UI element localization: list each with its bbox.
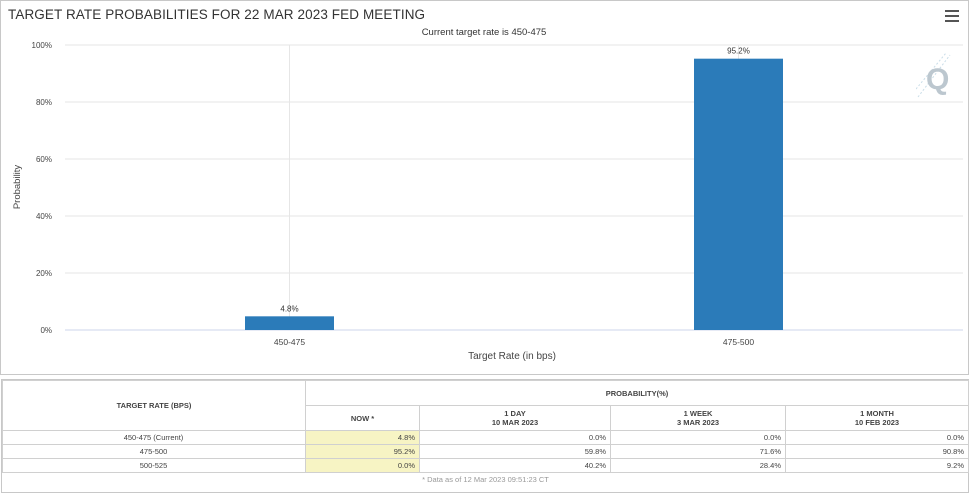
table-row: 475-500 95.2% 59.8% 71.6% 90.8% (2, 444, 969, 459)
period-label: 1 WEEK (683, 409, 713, 418)
chart-panel: TARGET RATE PROBABILITIES FOR 22 MAR 202… (0, 0, 969, 375)
period-date: 10 MAR 2023 (491, 418, 539, 427)
period-date: 10 FEB 2023 (854, 418, 900, 427)
y-tick-label: 100% (32, 41, 52, 50)
period-label: 1 DAY (504, 409, 526, 418)
target-rate-header: TARGET RATE (BPS) (2, 380, 306, 431)
svg-text:Q: Q (926, 63, 949, 96)
bar-data-label: 4.8% (280, 304, 298, 313)
cell-month: 90.8% (785, 444, 969, 459)
y-tick-label: 0% (40, 326, 52, 335)
cell-day: 59.8% (419, 444, 611, 459)
cell-day: 0.0% (419, 430, 611, 445)
table-row: 500-525 0.0% 40.2% 28.4% 9.2% (2, 458, 969, 473)
period-date: 3 MAR 2023 (676, 418, 720, 427)
x-tick-label: 450-475 (274, 337, 305, 347)
period-label: 1 MONTH (860, 409, 894, 418)
bar-chart: Current target rate is 450-475 0% 20% 40% 6… (12, 27, 963, 362)
probability-table-panel: TARGET RATE (BPS) PROBABILITY(%) NOW * 1 … (1, 379, 969, 493)
bar[interactable] (245, 316, 334, 330)
y-tick-label: 20% (36, 269, 52, 278)
cell-day: 40.2% (419, 458, 611, 473)
y-tick-label: 60% (36, 155, 52, 164)
period-header: 1 MONTH 10 FEB 2023 (785, 405, 969, 431)
cell-rate: 475-500 (2, 444, 306, 459)
period-header: 1 DAY 10 MAR 2023 (419, 405, 611, 431)
cell-now: 95.2% (305, 444, 420, 459)
cell-now: 4.8% (305, 430, 420, 445)
x-tick-label: 475-500 (723, 337, 754, 347)
bar-data-label: 95.2% (727, 47, 750, 56)
chart-title: TARGET RATE PROBABILITIES FOR 22 MAR 202… (8, 7, 426, 22)
cell-rate: 500-525 (2, 458, 306, 473)
probability-table: TARGET RATE (BPS) PROBABILITY(%) NOW * 1 … (2, 380, 969, 486)
y-tick-label: 80% (36, 98, 52, 107)
cell-week: 0.0% (610, 430, 786, 445)
x-axis-label: Target Rate (in bps) (468, 351, 556, 362)
bar[interactable] (694, 58, 783, 331)
hamburger-menu-icon[interactable] (945, 10, 959, 22)
cell-rate: 450-475 (Current) (2, 430, 306, 445)
cell-week: 71.6% (610, 444, 786, 459)
period-header: 1 WEEK 3 MAR 2023 (610, 405, 786, 431)
period-header: NOW * (305, 405, 420, 431)
cell-month: 0.0% (785, 430, 969, 445)
chart-subtitle: Current target rate is 450-475 (422, 27, 547, 38)
y-axis-label: Probability (12, 165, 23, 210)
q-logo-icon: Q (916, 53, 951, 98)
data-footnote: * Data as of 12 Mar 2023 09:51:23 CT (422, 475, 549, 484)
probability-header: PROBABILITY(%) (305, 380, 969, 406)
table-row: 450-475 (Current) 4.8% 0.0% 0.0% 0.0% (2, 430, 969, 445)
y-tick-label: 40% (36, 212, 52, 221)
period-label: NOW * (350, 413, 375, 423)
cell-now: 0.0% (305, 458, 420, 473)
cell-week: 28.4% (610, 458, 786, 473)
cell-month: 9.2% (785, 458, 969, 473)
